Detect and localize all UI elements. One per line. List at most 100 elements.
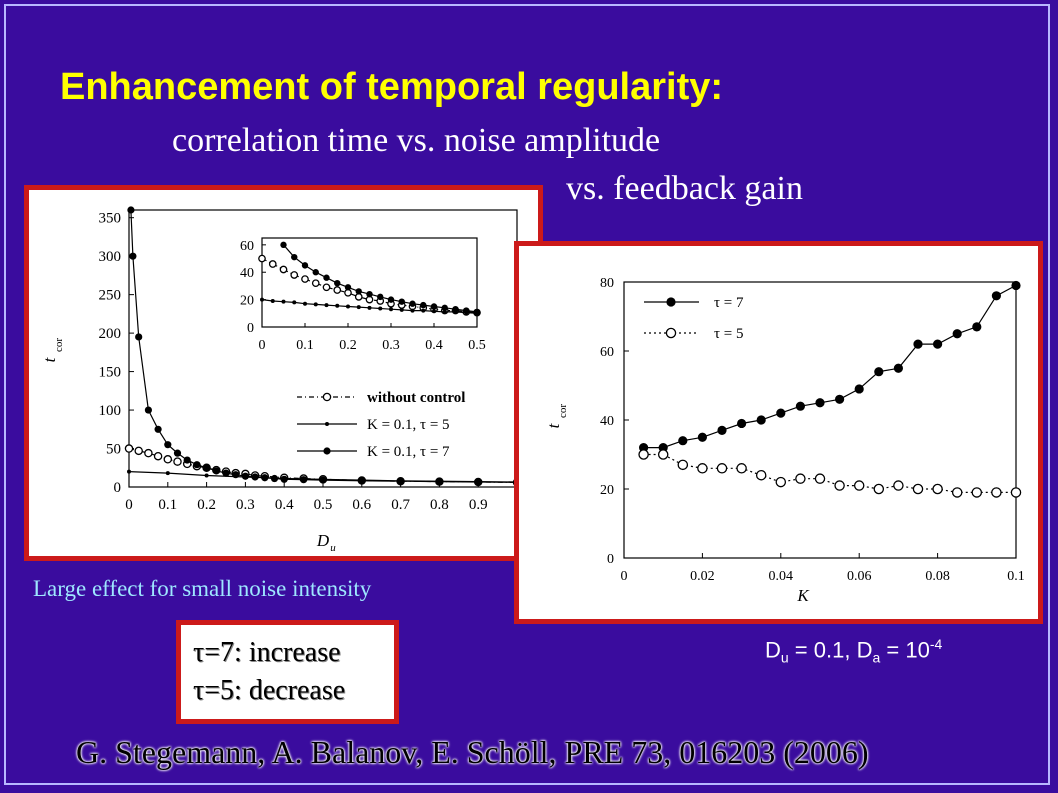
legend-marker-1 (665, 327, 677, 339)
tau-7-summary: τ=7: increase (193, 637, 341, 668)
data-point-series-0 (737, 418, 747, 429)
inset-x-tick-label: 0.1 (296, 338, 314, 353)
plot-frame (623, 281, 1017, 559)
inset-data-point-series-0 (258, 254, 266, 263)
inset-x-tick-label: 0 (259, 338, 266, 353)
inset-data-point-series-2 (377, 293, 384, 301)
data-point-series-1 (204, 473, 209, 478)
data-point-series-0 (815, 398, 825, 408)
inset-data-point-series-2 (301, 262, 309, 269)
data-point-series-0 (835, 394, 845, 404)
series-line-1 (643, 453, 1016, 493)
inset-data-point-series-1 (378, 306, 383, 311)
x-tick-label: 0 (125, 497, 133, 513)
data-point-series-1 (638, 449, 649, 460)
data-point-series-2 (173, 449, 182, 457)
data-point-series-1 (736, 463, 747, 474)
x-tick-label: 0.4 (275, 497, 294, 513)
y-tick-label: 100 (99, 403, 122, 419)
data-point-series-2 (164, 441, 172, 449)
inset-data-point-series-2 (463, 307, 470, 314)
data-point-series-1 (127, 469, 131, 474)
data-point-series-1 (795, 473, 806, 484)
inset-data-point-series-2 (441, 304, 448, 312)
slide-frame (4, 4, 1050, 785)
inset-y-tick-label: 60 (240, 239, 254, 254)
y-axis-label: t (544, 422, 563, 428)
inset-data-point-series-2 (452, 306, 459, 313)
data-point-series-1 (657, 449, 669, 460)
du-subscript: u (780, 649, 789, 666)
data-point-series-2 (232, 471, 240, 479)
y-tick-label: 60 (600, 345, 614, 360)
data-point-series-1 (1010, 487, 1022, 498)
legend-label-0: without control (367, 390, 465, 406)
x-tick-label: 0.5 (314, 497, 333, 513)
data-point-series-0 (163, 455, 173, 464)
slide-title: Enhancement of temporal regularity: (60, 66, 724, 108)
legend-marker-1 (325, 422, 329, 426)
data-point-series-0 (854, 384, 864, 394)
inset-data-point-series-0 (279, 265, 288, 274)
inset-data-point-series-0 (322, 283, 331, 292)
inset-data-point-series-2 (280, 241, 287, 249)
inset-data-point-series-0 (301, 275, 309, 283)
data-point-series-2 (241, 472, 249, 480)
data-point-series-0 (991, 291, 1001, 301)
tau-5-summary: τ=5: decrease (193, 675, 346, 706)
data-point-series-2 (183, 456, 191, 464)
data-point-series-1 (853, 480, 865, 491)
inset-data-point-series-2 (355, 288, 362, 295)
small-noise-note: Large effect for small noise intensity (33, 576, 372, 601)
data-point-series-0 (678, 436, 688, 446)
data-point-series-2 (319, 476, 327, 484)
x-tick-label: 0.02 (690, 569, 715, 584)
data-point-series-1 (991, 487, 1002, 498)
data-point-series-2 (144, 406, 152, 414)
feedback-gain-chart: 0 0.02 0.04 0.06 0.08 0.1 0 20 40 60 80 Kt cor τ = 7 τ… (544, 276, 1025, 605)
data-point-series-0 (717, 425, 727, 435)
y-tick-label: 50 (106, 442, 121, 458)
y-axis-label-subscript: cor (557, 404, 569, 418)
legend-label-1: K = 0.1, τ = 5 (367, 417, 450, 433)
data-point-series-2 (300, 476, 308, 484)
data-point-series-2 (135, 333, 143, 341)
data-point-series-2 (435, 478, 443, 486)
x-tick-label: 0.6 (352, 497, 371, 513)
data-point-series-0 (1011, 280, 1021, 291)
legend-marker-0 (322, 392, 332, 402)
x-axis-label-subscript: u (330, 542, 336, 554)
data-point-series-0 (795, 401, 805, 411)
du-label: D (765, 637, 781, 663)
tau-summary-box: τ=7: increase τ=5: decrease (176, 620, 399, 724)
legend-marker-2 (323, 447, 331, 455)
noise-amplitude-chart-panel: 00.10.20.30.40.50.60.70.80.9105010015020… (24, 185, 543, 561)
data-point-series-2 (154, 425, 162, 433)
legend-label-0: τ = 7 (714, 295, 744, 311)
da-value: = 10 (880, 637, 930, 663)
data-point-series-2 (358, 477, 366, 485)
data-point-series-2 (280, 475, 288, 483)
data-point-series-0 (933, 339, 943, 349)
data-point-series-1 (677, 459, 689, 471)
x-tick-label: 0.9 (469, 497, 488, 513)
data-point-series-2 (251, 473, 259, 481)
da-exponent: -4 (929, 636, 943, 652)
x-axis-label: K (796, 586, 810, 605)
citation: G. Stegemann, A. Balanov, E. Schöll, PRE… (76, 734, 869, 770)
y-axis-label: t (40, 356, 59, 362)
inset-data-point-series-2 (312, 269, 319, 276)
data-point-series-0 (913, 339, 923, 349)
y-tick-label: 80 (600, 276, 614, 291)
legend-label-2: K = 0.1, τ = 7 (367, 444, 450, 460)
x-axis-label: D (316, 531, 330, 550)
data-point-series-1 (697, 463, 708, 474)
inset-data-point-series-2 (430, 303, 438, 310)
data-point-series-1 (834, 480, 845, 491)
data-point-series-2 (261, 474, 269, 482)
data-point-series-0 (173, 457, 182, 466)
inset-data-point-series-1 (442, 309, 447, 314)
inset-data-point-series-2 (420, 301, 427, 309)
inset-data-point-series-1 (410, 308, 415, 313)
data-point-series-0 (952, 329, 962, 339)
